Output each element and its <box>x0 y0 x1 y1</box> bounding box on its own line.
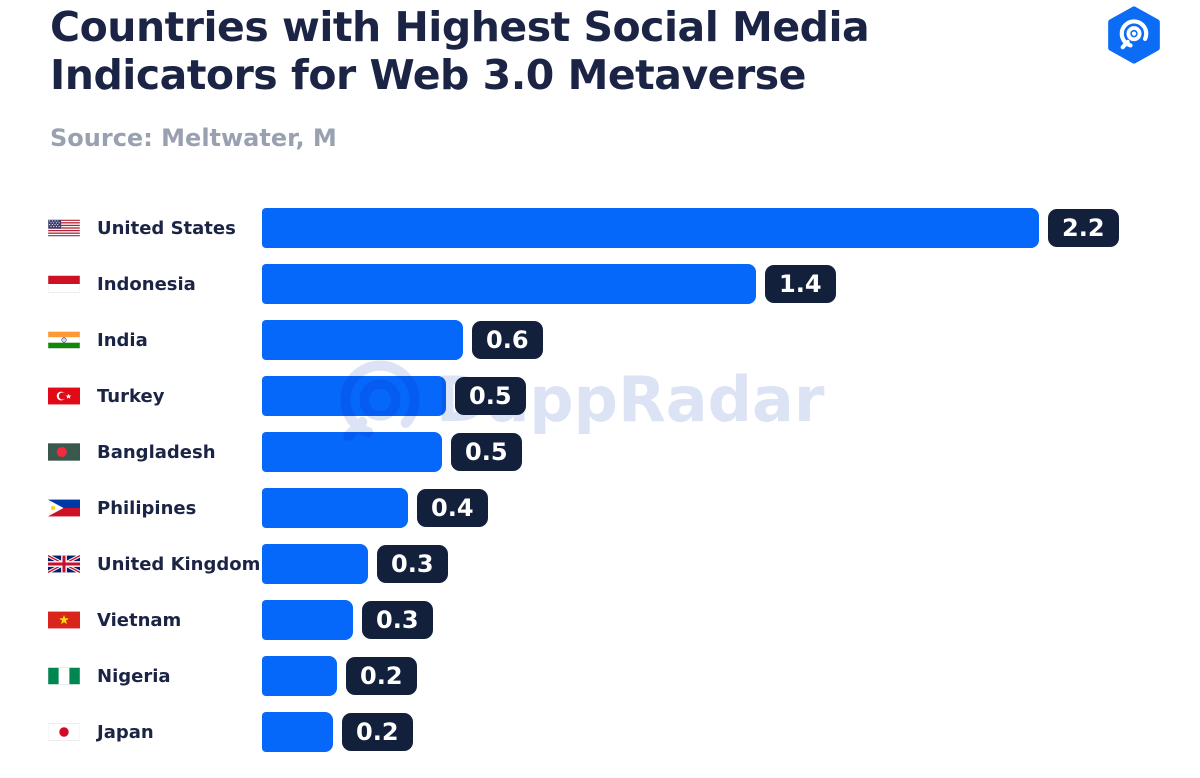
chart-row: United States 2.2 <box>48 200 1200 256</box>
value-badge: 0.6 <box>472 321 543 359</box>
country-label: Bangladesh <box>97 441 216 463</box>
value-badge: 0.4 <box>417 489 488 527</box>
country-label: United States <box>97 217 236 239</box>
row-label-cell: Philipines <box>48 497 262 519</box>
row-label-cell: Indonesia <box>48 273 262 295</box>
value-bar <box>262 320 463 360</box>
row-label-cell: Bangladesh <box>48 441 262 463</box>
flag-us-icon <box>48 217 80 239</box>
value-bar <box>262 600 353 640</box>
value-badge: 2.2 <box>1048 209 1119 247</box>
row-bar-cell: 0.5 <box>262 376 526 416</box>
country-label: Vietnam <box>97 609 182 631</box>
row-label-cell: India <box>48 329 262 351</box>
value-bar <box>262 712 333 752</box>
flag-tr-icon <box>48 385 80 407</box>
value-bar <box>262 208 1039 248</box>
value-badge: 0.5 <box>451 433 522 471</box>
value-bar <box>262 656 337 696</box>
value-badge: 0.3 <box>362 601 433 639</box>
flag-jp-icon <box>48 721 80 743</box>
chart-row: Philipines 0.4 <box>48 480 1200 536</box>
flag-ng-icon <box>48 665 80 687</box>
country-label: Japan <box>97 721 154 743</box>
value-bar <box>262 488 408 528</box>
row-bar-cell: 2.2 <box>262 208 1119 248</box>
chart-row: Bangladesh 0.5 <box>48 424 1200 480</box>
flag-gb-icon <box>48 553 80 575</box>
country-label: India <box>97 329 148 351</box>
flag-in-icon <box>48 329 80 351</box>
country-label: Indonesia <box>97 273 196 295</box>
row-bar-cell: 1.4 <box>262 264 836 304</box>
row-label-cell: Turkey <box>48 385 262 407</box>
source-note: Source: Meltwater, M <box>50 124 337 152</box>
chart-row: United Kingdom 0.3 <box>48 536 1200 592</box>
value-bar <box>262 544 368 584</box>
row-label-cell: United States <box>48 217 262 239</box>
flag-ph-icon <box>48 497 80 519</box>
row-bar-cell: 0.2 <box>262 656 417 696</box>
row-label-cell: Vietnam <box>48 609 262 631</box>
chart-row: Japan 0.2 <box>48 704 1200 760</box>
country-label: Nigeria <box>97 665 171 687</box>
row-bar-cell: 0.3 <box>262 544 448 584</box>
chart-row: India 0.6 <box>48 312 1200 368</box>
country-label: United Kingdom <box>97 553 261 575</box>
chart-row: Turkey 0.5 <box>48 368 1200 424</box>
value-badge: 0.2 <box>346 657 417 695</box>
flag-id-icon <box>48 273 80 295</box>
chart-row: Vietnam 0.3 <box>48 592 1200 648</box>
row-bar-cell: 0.4 <box>262 488 488 528</box>
flag-vn-icon <box>48 609 80 631</box>
chart-row: Nigeria 0.2 <box>48 648 1200 704</box>
row-bar-cell: 0.3 <box>262 600 433 640</box>
country-label: Philipines <box>97 497 197 519</box>
value-badge: 0.2 <box>342 713 413 751</box>
row-label-cell: Japan <box>48 721 262 743</box>
page-title: Countries with Highest Social Media Indi… <box>50 3 870 99</box>
row-bar-cell: 0.6 <box>262 320 543 360</box>
row-label-cell: United Kingdom <box>48 553 262 575</box>
row-label-cell: Nigeria <box>48 665 262 687</box>
value-bar <box>262 432 442 472</box>
value-badge: 0.3 <box>377 545 448 583</box>
value-badge: 1.4 <box>765 265 836 303</box>
value-bar <box>262 376 446 416</box>
row-bar-cell: 0.5 <box>262 432 522 472</box>
row-bar-cell: 0.2 <box>262 712 413 752</box>
country-label: Turkey <box>97 385 165 407</box>
value-badge: 0.5 <box>455 377 526 415</box>
flag-bd-icon <box>48 441 80 463</box>
bar-chart: United States 2.2 Indonesia 1.4 India 0.… <box>48 200 1200 760</box>
chart-row: Indonesia 1.4 <box>48 256 1200 312</box>
value-bar <box>262 264 756 304</box>
dappradar-logo-icon <box>1105 6 1163 66</box>
